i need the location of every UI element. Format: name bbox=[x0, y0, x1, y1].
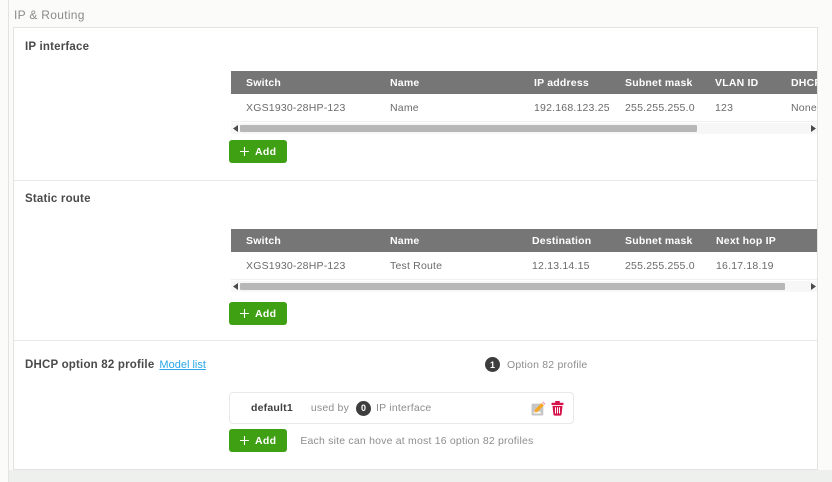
column-header-dhcp-settings: DHCP settings bbox=[791, 76, 817, 89]
option82-add-row: Add Each site can hove at most 16 option… bbox=[229, 429, 533, 452]
cell-destination: 12.13.14.15 bbox=[532, 259, 590, 272]
column-header-ip-address: IP address bbox=[534, 76, 589, 89]
scroll-right-arrow-icon[interactable] bbox=[810, 125, 816, 132]
section-title-ip-interface: IP interface bbox=[25, 41, 90, 53]
column-header-switch: Switch bbox=[246, 234, 282, 247]
section-title-dhcp-option82: DHCP option 82 profile bbox=[25, 359, 155, 371]
ip-interface-horizontal-scrollbar[interactable] bbox=[231, 123, 817, 134]
plus-icon bbox=[240, 147, 249, 156]
option82-profile-row[interactable]: default1 used by 0 IP interface bbox=[229, 392, 574, 424]
column-header-name: Name bbox=[390, 234, 420, 247]
profile-count-badge: 1 bbox=[485, 357, 500, 372]
cell-subnet-mask: 255.255.255.0 bbox=[625, 259, 695, 272]
used-suffix-label: IP interface bbox=[376, 402, 432, 414]
static-route-table: Switch Name Destination Subnet mask Next… bbox=[231, 229, 817, 280]
cell-subnet-mask: 255.255.255.0 bbox=[625, 101, 695, 114]
column-header-subnet-mask: Subnet mask bbox=[625, 76, 693, 89]
plus-icon bbox=[240, 436, 249, 445]
column-header-name: Name bbox=[390, 76, 420, 89]
used-by-label: used by bbox=[310, 402, 350, 414]
add-button-label: Add bbox=[255, 145, 277, 158]
edit-pencil-icon bbox=[531, 401, 546, 416]
delete-profile-button[interactable] bbox=[551, 401, 564, 416]
trash-icon bbox=[551, 401, 564, 416]
ip-interface-add-button[interactable]: Add bbox=[229, 140, 288, 163]
cell-switch: XGS1930-28HP-123 bbox=[246, 101, 346, 114]
scroll-left-arrow-icon[interactable] bbox=[232, 125, 238, 132]
cell-name: Test Route bbox=[390, 259, 443, 272]
ip-interface-table-row[interactable]: XGS1930-28HP-123 Name 192.168.123.255 25… bbox=[231, 94, 817, 122]
ip-routing-card: IP interface Switch Name IP address Subn… bbox=[13, 27, 818, 470]
section-divider bbox=[14, 340, 817, 341]
section-divider bbox=[14, 180, 817, 181]
cell-actions bbox=[789, 258, 817, 273]
column-header-subnet-mask: Subnet mask bbox=[625, 234, 693, 247]
cell-vlan-id: 123 bbox=[715, 101, 734, 114]
cell-dhcp-settings: None bbox=[791, 101, 817, 114]
ip-interface-table: Switch Name IP address Subnet mask VLAN … bbox=[231, 71, 817, 122]
column-header-next-hop-ip: Next hop IP bbox=[716, 234, 776, 247]
add-button-label: Add bbox=[255, 434, 277, 447]
option82-limit-note: Each site can hove at most 16 option 82 … bbox=[300, 434, 534, 447]
ip-interface-table-header: Switch Name IP address Subnet mask VLAN … bbox=[231, 71, 817, 94]
option82-profile-count: 1 Option 82 profile bbox=[485, 357, 587, 372]
page-title: IP & Routing bbox=[14, 8, 85, 22]
column-header-vlan-id: VLAN ID bbox=[715, 76, 759, 89]
add-button-label: Add bbox=[255, 307, 277, 320]
model-list-link[interactable]: Model list bbox=[159, 359, 206, 371]
cell-name: Name bbox=[390, 101, 419, 114]
scrollbar-thumb[interactable] bbox=[240, 125, 697, 132]
scrollbar-thumb[interactable] bbox=[240, 283, 785, 290]
cell-next-hop-ip: 16.17.18.19 bbox=[716, 259, 774, 272]
used-count-badge: 0 bbox=[356, 400, 372, 416]
section-title-row-dhcp-option82: DHCP option 82 profile Model list bbox=[25, 359, 206, 371]
column-header-switch: Switch bbox=[246, 76, 282, 89]
profile-count-label: Option 82 profile bbox=[507, 358, 588, 371]
static-route-table-row[interactable]: XGS1930-28HP-123 Test Route 12.13.14.15 … bbox=[231, 252, 817, 280]
column-header-destination: Destination bbox=[532, 234, 592, 247]
cell-switch: XGS1930-28HP-123 bbox=[246, 259, 346, 272]
static-route-add-button[interactable]: Add bbox=[229, 302, 288, 325]
page-bottom-strip bbox=[9, 470, 832, 482]
cell-ip-address: 192.168.123.255 bbox=[534, 101, 610, 114]
scroll-right-arrow-icon[interactable] bbox=[810, 283, 816, 290]
edit-profile-button[interactable] bbox=[531, 401, 546, 416]
static-route-table-header: Switch Name Destination Subnet mask Next… bbox=[231, 229, 817, 252]
profile-name: default1 bbox=[251, 402, 293, 414]
scroll-left-arrow-icon[interactable] bbox=[232, 283, 238, 290]
page-left-border bbox=[8, 0, 9, 482]
static-route-horizontal-scrollbar[interactable] bbox=[231, 281, 817, 292]
section-title-static-route: Static route bbox=[25, 193, 91, 205]
option82-add-button[interactable]: Add bbox=[229, 429, 288, 452]
plus-icon bbox=[240, 309, 249, 318]
